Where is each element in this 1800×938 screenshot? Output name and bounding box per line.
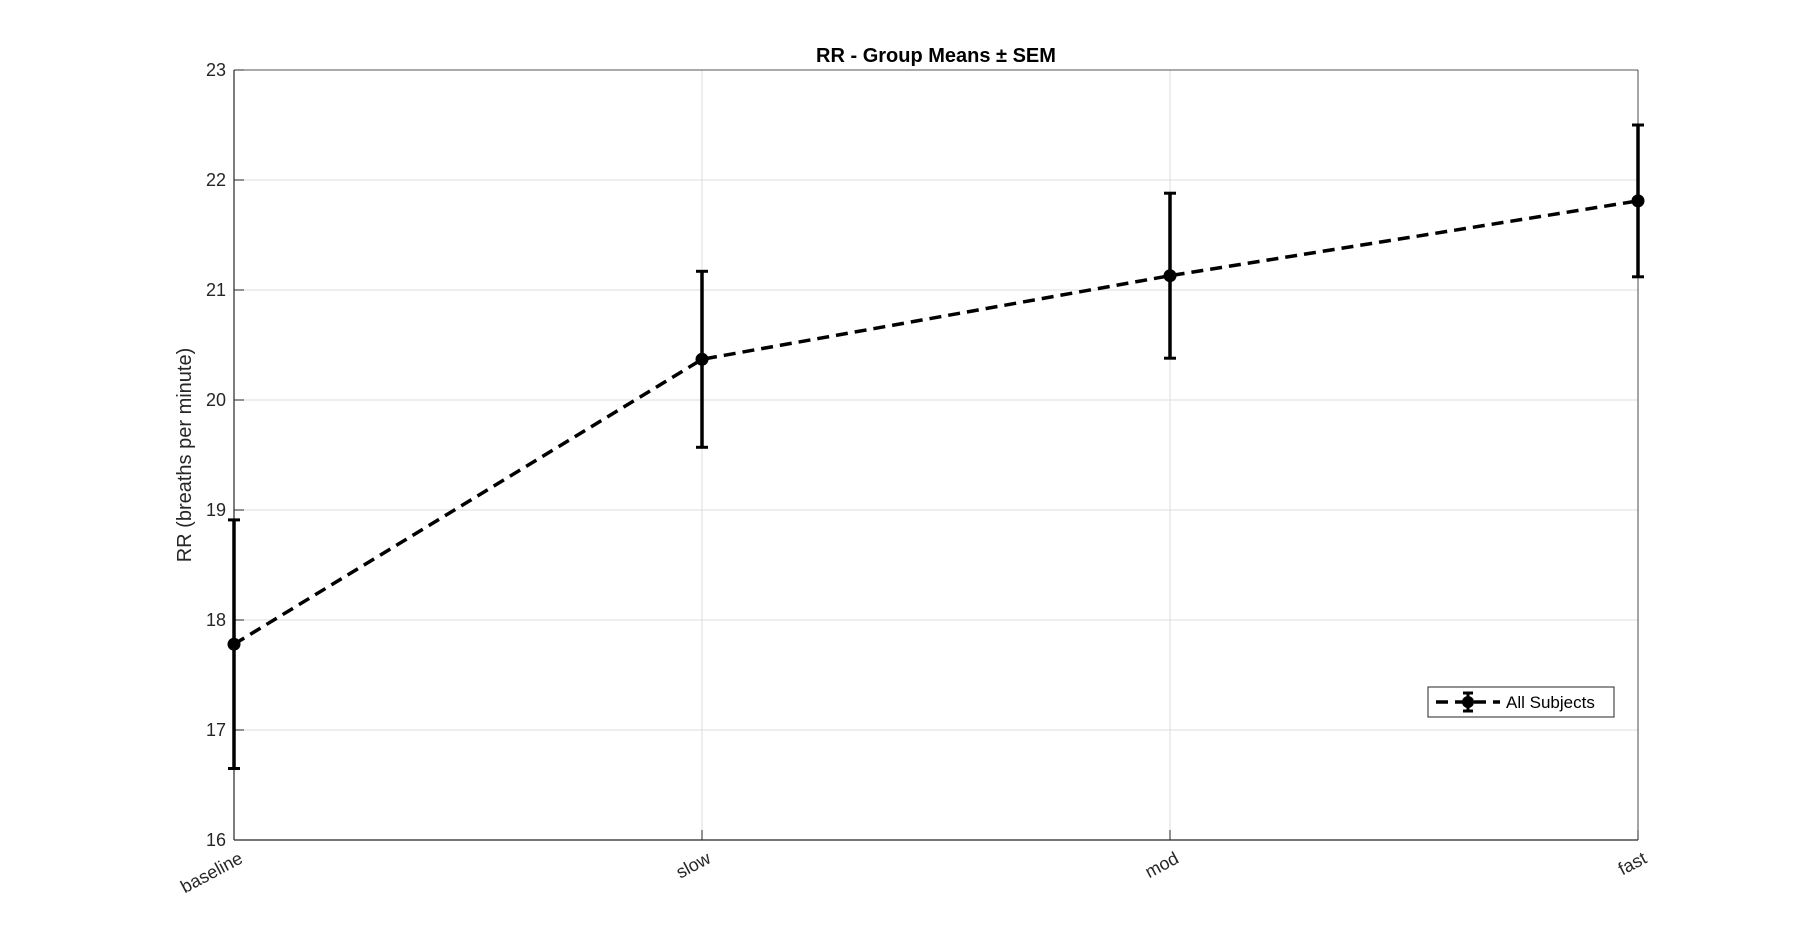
data-point [227,637,241,651]
y-tick-label: 17 [206,720,226,740]
y-tick-label: 23 [206,60,226,80]
y-axis-ticks: 16 17 18 19 20 21 22 23 [206,60,244,850]
y-tick-label: 19 [206,500,226,520]
data-point [1163,269,1177,283]
chart-title: RR - Group Means ± SEM [816,45,1056,67]
y-tick-label: 20 [206,390,226,410]
legend-marker [1462,696,1474,708]
data-point [1631,194,1645,208]
plot-area [234,70,1638,840]
series-all-subjects [227,123,1645,770]
y-tick-label: 18 [206,610,226,630]
y-tick-label: 22 [206,170,226,190]
y-axis-label: RR (breaths per minute) [174,348,196,563]
series-line [233,199,1639,646]
y-tick-label: 21 [206,280,226,300]
legend: All Subjects [1427,686,1615,718]
data-point [695,352,709,366]
legend-entry-label: All Subjects [1506,693,1595,712]
y-tick-label: 16 [206,830,226,850]
